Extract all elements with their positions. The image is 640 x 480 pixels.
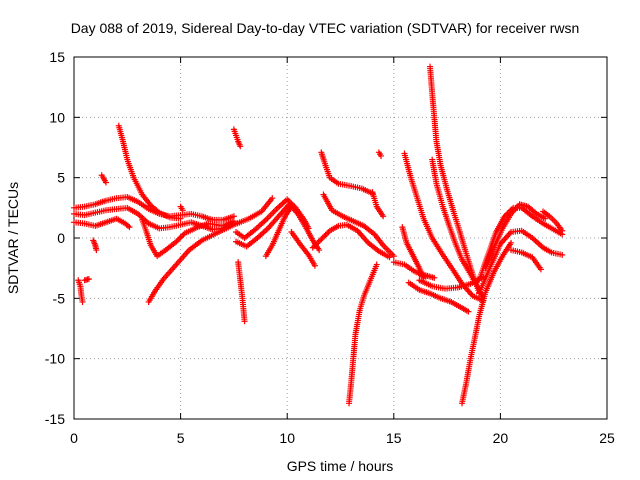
series-arc-ab xyxy=(508,247,544,273)
y-tick-label: -10 xyxy=(45,351,65,367)
series-arc-ac xyxy=(540,208,566,234)
plot-frame xyxy=(73,56,608,420)
x-tick-label: 20 xyxy=(493,430,509,446)
data-point xyxy=(269,195,276,202)
series-arc-u xyxy=(405,279,472,315)
y-tick-label: -5 xyxy=(53,290,66,306)
y-tick-label: -15 xyxy=(45,411,65,427)
series-arc-q xyxy=(390,259,438,281)
data-point xyxy=(126,224,133,231)
data-point xyxy=(537,266,544,273)
series-arc-z xyxy=(482,201,549,272)
series-arc-c xyxy=(71,215,133,231)
series-arc-aa xyxy=(476,227,566,297)
y-tick-label: 10 xyxy=(49,109,65,125)
data-point xyxy=(386,254,393,261)
axis-ticks xyxy=(73,56,608,420)
series-arc-n xyxy=(309,221,393,261)
series-arc-w xyxy=(429,156,487,302)
x-axis-label: GPS time / hours xyxy=(287,458,394,474)
series-arc-x xyxy=(459,239,515,407)
data-point xyxy=(378,152,385,159)
data-point xyxy=(323,230,330,237)
data-point xyxy=(380,213,387,220)
data-point xyxy=(93,247,100,254)
series-arc-j xyxy=(262,203,295,260)
tick-labels: 0 5 10 15 20 25 -15 -10 -5 0 5 10 15 xyxy=(45,49,615,446)
y-tick-label: 0 xyxy=(57,230,65,246)
data-point xyxy=(542,215,549,222)
data-point xyxy=(316,247,323,254)
series-arc-v xyxy=(416,273,487,292)
data-point xyxy=(85,276,92,283)
data-point xyxy=(316,237,323,244)
chart-title: Day 088 of 2019, Sidereal Day-to-day VTE… xyxy=(71,20,580,36)
data-point xyxy=(237,143,244,150)
x-tick-label: 25 xyxy=(599,430,615,446)
series-frag-4 xyxy=(98,172,109,186)
series-frag-7 xyxy=(177,203,186,214)
x-tick-label: 5 xyxy=(177,430,185,446)
series-arc-o xyxy=(346,261,380,407)
series-arc-f xyxy=(145,195,276,305)
data-point xyxy=(422,273,429,280)
data-point xyxy=(176,235,183,242)
series-frag-1 xyxy=(75,277,86,305)
series-arc-k xyxy=(288,228,318,269)
data-point xyxy=(390,253,397,260)
series-arc-p xyxy=(369,189,387,220)
data-point xyxy=(177,234,184,241)
series-arc-e xyxy=(139,216,237,260)
series-frag-6 xyxy=(375,149,385,159)
y-axis-label: SDTVAR / TECUs xyxy=(5,182,21,294)
series-arc-g xyxy=(233,196,312,241)
data-point xyxy=(179,232,186,239)
data-point xyxy=(179,207,186,214)
x-tick-label: 10 xyxy=(279,430,295,446)
grid xyxy=(74,57,607,419)
data-point xyxy=(508,239,515,246)
data-point xyxy=(319,234,326,241)
series-arc-d xyxy=(115,122,184,222)
data-point xyxy=(241,318,248,325)
data-points xyxy=(71,63,566,407)
data-point xyxy=(559,251,566,258)
series-frag-2 xyxy=(81,276,92,284)
data-point xyxy=(373,261,380,268)
series-frag-5 xyxy=(230,126,244,150)
series-frag-3 xyxy=(90,237,100,254)
series-arc-m xyxy=(320,191,397,260)
data-point xyxy=(311,262,318,269)
y-tick-label: 15 xyxy=(49,49,65,65)
data-point xyxy=(288,203,295,210)
data-point xyxy=(318,236,325,243)
data-point xyxy=(465,308,472,315)
series-frag-8 xyxy=(416,271,429,280)
x-tick-label: 0 xyxy=(70,430,78,446)
series-arc-i xyxy=(235,259,248,325)
data-point xyxy=(102,179,109,186)
y-tick-label: 5 xyxy=(57,170,65,186)
data-point xyxy=(177,215,184,222)
x-tick-label: 15 xyxy=(386,430,402,446)
data-point xyxy=(431,274,438,281)
series-arc-l xyxy=(318,149,376,197)
data-point xyxy=(322,231,329,238)
data-point xyxy=(559,227,566,234)
data-point xyxy=(79,298,86,305)
